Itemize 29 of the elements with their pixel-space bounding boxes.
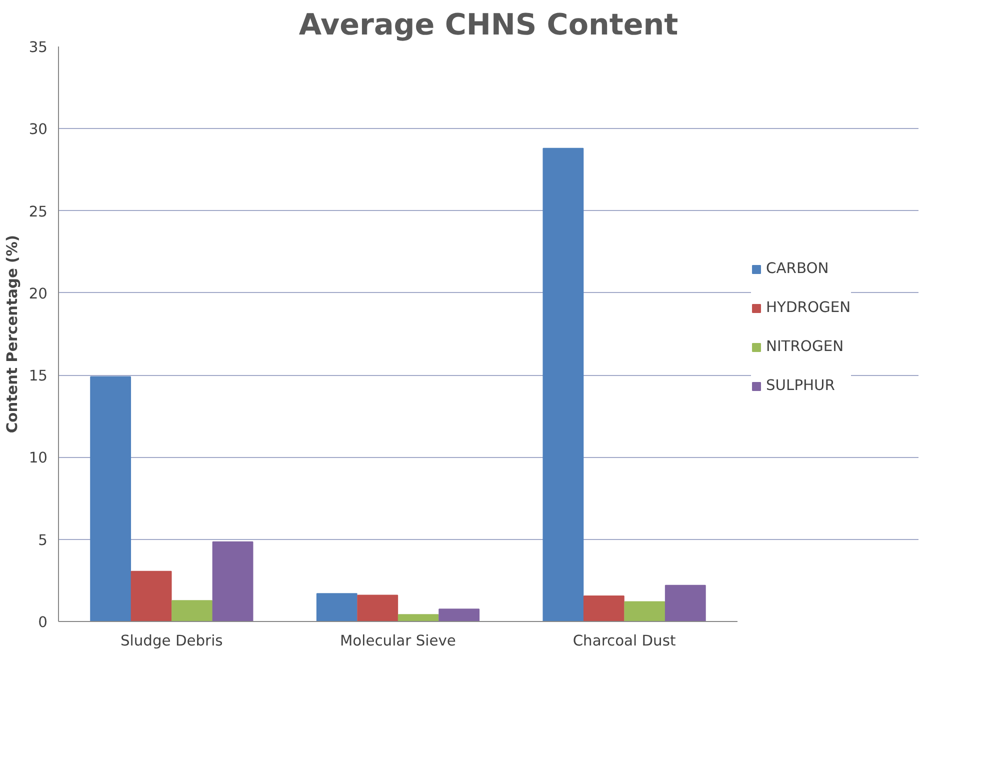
x-tick-label: Charcoal Dust bbox=[572, 632, 676, 650]
bar bbox=[398, 614, 439, 622]
bar bbox=[542, 148, 584, 622]
bar bbox=[172, 600, 212, 622]
y-tick-label: 10 bbox=[28, 450, 48, 467]
bar bbox=[316, 593, 358, 622]
legend-label: NITROGEN bbox=[766, 338, 844, 355]
y-tick-label: 25 bbox=[28, 203, 48, 220]
chart-title: Average CHNS Content bbox=[298, 8, 678, 42]
bar bbox=[212, 541, 254, 622]
legend-label: SULPHUR bbox=[766, 377, 835, 394]
bar bbox=[583, 596, 624, 622]
legend-label: HYDROGEN bbox=[766, 299, 851, 316]
bar bbox=[624, 601, 666, 622]
y-tick-label: 15 bbox=[28, 368, 48, 385]
bar bbox=[664, 584, 706, 622]
y-tick-label: 35 bbox=[28, 39, 48, 56]
legend-label: CARBON bbox=[766, 260, 829, 277]
y-tick-label: 0 bbox=[38, 614, 48, 631]
bar bbox=[438, 608, 480, 622]
x-tick-label: Molecular Sieve bbox=[340, 632, 456, 650]
y-tick-label: 20 bbox=[28, 285, 48, 302]
bar bbox=[130, 570, 172, 622]
bar bbox=[90, 376, 132, 622]
y-tick-label: 5 bbox=[38, 532, 48, 549]
y-tick-label: 30 bbox=[28, 121, 48, 138]
y-axis-title: Content Percentage (%) bbox=[4, 234, 21, 434]
x-tick-label: Sludge Debris bbox=[120, 632, 223, 650]
bar bbox=[357, 594, 398, 622]
